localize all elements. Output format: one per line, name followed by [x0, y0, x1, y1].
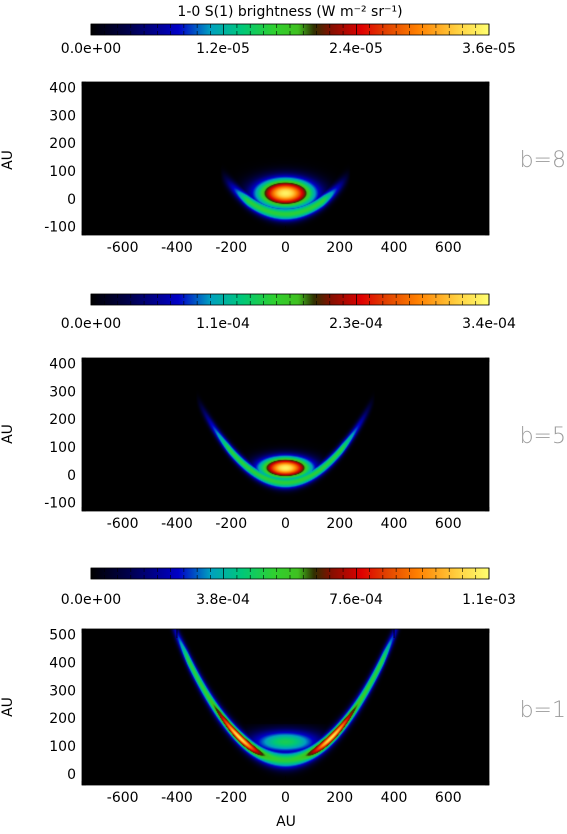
y-tick-label-0: -100 [44, 496, 76, 512]
colorbar-3-ticks [90, 568, 490, 579]
chart-panel-3: 0.0e+00 3.8e-04 7.6e-04 1.1e-03 -600 -400… [0, 567, 566, 830]
chart-panel-2: 0.0e+00 1.1e-04 2.3e-04 3.4e-04 -600 -400… [0, 293, 566, 532]
y-tick-label-5: 400 [49, 81, 76, 97]
colorbar-2-ticks [90, 294, 490, 305]
x-tick-label-5: 400 [381, 516, 408, 532]
x-tick-label-0: -600 [107, 790, 139, 806]
x-tick-label-3: 0 [281, 516, 290, 532]
y-tick-label-1: 0 [67, 468, 76, 484]
colorbar-3-tick-label-3: 1.1e-03 [462, 592, 516, 608]
colorbar-1-tick-label-1: 1.2e-05 [196, 41, 250, 57]
heatmap-canvas-3 [82, 629, 489, 785]
panel-label-b8: b=8 [520, 148, 566, 173]
colorbar-1-ticks [90, 24, 490, 35]
y-axis-label-3: AU [0, 697, 16, 717]
colorbar-2-tick-label-3: 3.4e-04 [462, 316, 516, 332]
x-tick-label-3: 0 [281, 790, 290, 806]
y-tick-label-2: 200 [49, 711, 76, 727]
plot-area-2: -600 -400 -200 0 200 400 600 -100 0 100 200 300 400 [44, 357, 490, 532]
chart-title: 1-0 S(1) brightness (W m⁻² sr⁻¹) [177, 4, 402, 20]
x-tick-label-6: 600 [435, 240, 462, 256]
x-tick-label-1: -400 [161, 240, 193, 256]
x-tick-label-2: -200 [215, 516, 247, 532]
colorbar-1: 0.0e+00 1.2e-05 2.4e-05 3.6e-05 [61, 23, 516, 57]
axes-1: -600 -400 -200 0 200 400 600 -100 0 100 200 300 400 [44, 81, 490, 256]
x-tick-label-1: -400 [161, 516, 193, 532]
y-tick-label-4: 400 [49, 655, 76, 671]
colorbar-1-tick-label-2: 2.4e-05 [329, 41, 383, 57]
colorbar-3-tick-label-1: 3.8e-04 [196, 592, 250, 608]
x-tick-label-2: -200 [215, 240, 247, 256]
chart-panel-1: 1-0 S(1) brightness (W m⁻² sr⁻¹) 0.0e+00… [0, 4, 566, 256]
colorbar-3-tick-label-0: 0.0e+00 [61, 592, 121, 608]
x-tick-label-6: 600 [435, 790, 462, 806]
y-axis-label-2: AU [0, 424, 16, 444]
x-tick-label-0: -600 [107, 240, 139, 256]
colorbar-1-tick-label-0: 0.0e+00 [61, 41, 121, 57]
panel-label-b5: b=5 [520, 424, 566, 449]
x-tick-label-4: 200 [326, 240, 353, 256]
heatmap-canvas-2 [82, 358, 489, 511]
colorbar-1-tick-label-3: 3.6e-05 [462, 41, 516, 57]
x-tick-label-5: 400 [381, 790, 408, 806]
y-tick-label-1: 0 [67, 192, 76, 208]
x-tick-label-5: 400 [381, 240, 408, 256]
x-axis-label-3: AU [276, 814, 296, 830]
y-tick-label-0: 0 [67, 767, 76, 783]
y-tick-label-1: 100 [49, 739, 76, 755]
x-tick-label-0: -600 [107, 516, 139, 532]
panel-label-b1: b=1 [520, 698, 566, 723]
y-axis-label-1: AU [0, 150, 16, 170]
x-tick-label-1: -400 [161, 790, 193, 806]
colorbar-2-tick-label-2: 2.3e-04 [329, 316, 383, 332]
heatmap-canvas-1 [82, 82, 489, 235]
x-tick-label-3: 0 [281, 240, 290, 256]
plot-area-1: -600 -400 -200 0 200 400 600 -100 0 100 200 300 400 [44, 81, 490, 256]
y-tick-label-0: -100 [44, 220, 76, 236]
x-tick-label-4: 200 [326, 516, 353, 532]
colorbar-3-tick-label-2: 7.6e-04 [329, 592, 383, 608]
y-tick-label-5: 500 [49, 628, 76, 644]
colorbar-2-tick-label-0: 0.0e+00 [61, 316, 121, 332]
y-tick-label-2: 100 [49, 164, 76, 180]
plot-area-3: -600 -400 -200 0 200 400 600 0 100 200 300 400 500 [49, 628, 490, 806]
x-tick-label-6: 600 [435, 516, 462, 532]
axes-3: -600 -400 -200 0 200 400 600 0 100 200 300 400 500 [49, 628, 490, 806]
x-tick-label-4: 200 [326, 790, 353, 806]
y-tick-label-5: 400 [49, 357, 76, 373]
y-tick-label-2: 100 [49, 440, 76, 456]
y-tick-label-3: 200 [49, 412, 76, 428]
y-tick-label-3: 200 [49, 136, 76, 152]
colorbar-2-tick-label-1: 1.1e-04 [196, 316, 250, 332]
x-tick-label-2: -200 [215, 790, 247, 806]
colorbar-3: 0.0e+00 3.8e-04 7.6e-04 1.1e-03 [61, 567, 516, 608]
y-tick-label-4: 300 [49, 108, 76, 124]
y-tick-label-4: 300 [49, 384, 76, 400]
y-tick-label-3: 300 [49, 683, 76, 699]
axes-2: -600 -400 -200 0 200 400 600 -100 0 100 200 300 400 [44, 357, 490, 532]
colorbar-2: 0.0e+00 1.1e-04 2.3e-04 3.4e-04 [61, 293, 516, 332]
